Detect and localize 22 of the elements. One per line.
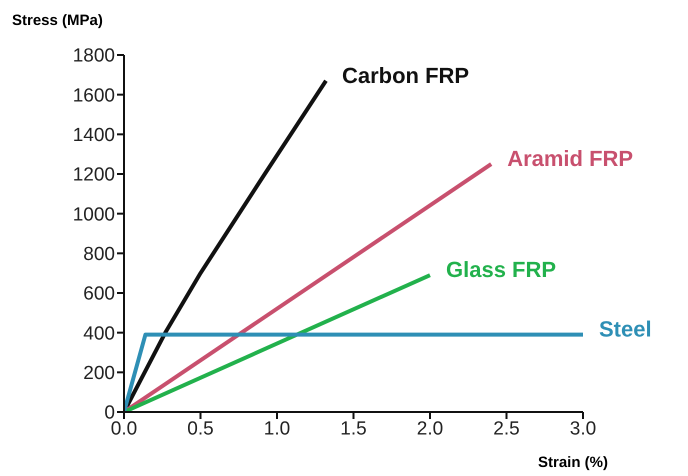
series-label: Carbon FRP	[342, 62, 470, 88]
x-tick-label: 0.5	[187, 418, 214, 440]
y-tick-label: 1000	[72, 204, 115, 226]
x-tick-label: 2.0	[416, 418, 444, 440]
x-tick-label: 0.0	[110, 418, 138, 440]
y-tick-label: 800	[83, 244, 115, 266]
y-tick-label: 200	[83, 363, 115, 384]
x-tick-label: 1.0	[264, 418, 290, 440]
y-tick-label: 400	[83, 323, 115, 344]
y-tick-label: 1200	[72, 164, 115, 186]
y-tick-label: 1400	[72, 125, 115, 146]
y-tick-label: 600	[83, 284, 115, 305]
x-axis-title: Strain (%)	[538, 454, 608, 471]
series-label: Steel	[599, 316, 652, 342]
series-label: Glass FRP	[446, 257, 556, 282]
y-axis-title: Stress (MPa)	[12, 12, 103, 29]
series-label: Aramid FRP	[507, 146, 634, 172]
x-tick-label: 1.5	[340, 418, 367, 440]
x-tick-label: 3.0	[570, 418, 596, 440]
y-tick-label: 1800	[72, 46, 115, 67]
x-tick-label: 2.5	[493, 418, 520, 440]
y-tick-label: 1600	[72, 85, 115, 106]
